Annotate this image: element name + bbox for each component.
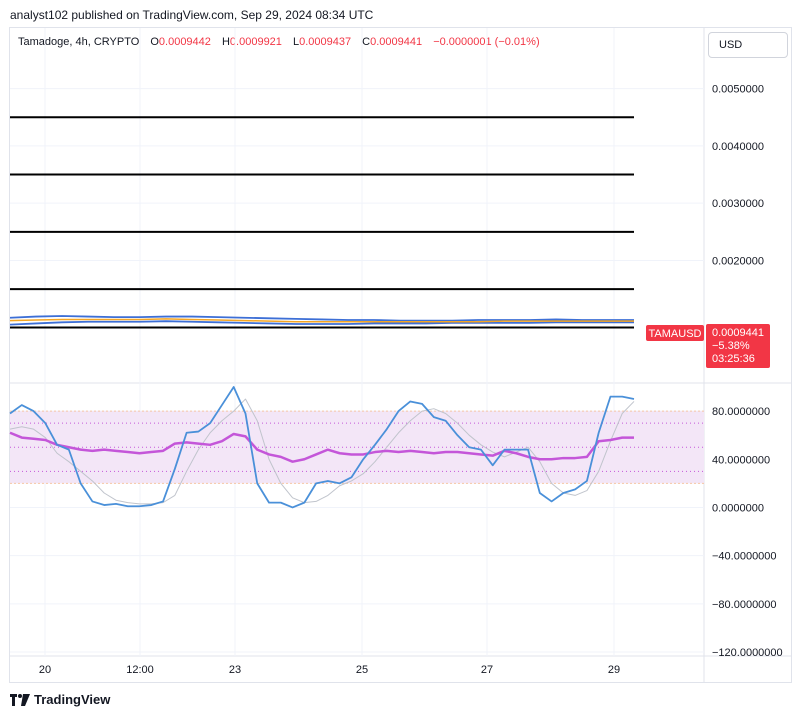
legend-high-value: 0.0009921: [229, 36, 282, 48]
legend-open-value: 0.0009442: [158, 36, 211, 48]
legend-symbol: Tamadoge, 4h, CRYPTO: [18, 36, 140, 48]
footer-brand-text: TradingView: [34, 692, 111, 707]
publisher-line: analyst102 published on TradingView.com,…: [10, 8, 374, 22]
ohlc-legend: Tamadoge, 4h, CRYPTO O0.0009442 H0.00099…: [18, 36, 540, 48]
legend-change: −0.0000001 (−0.01%): [433, 36, 540, 48]
chart-frame: [9, 27, 792, 683]
currency-selector[interactable]: USD: [708, 32, 788, 58]
tradingview-logo-icon: [10, 693, 30, 706]
legend-close-label: C: [362, 36, 371, 48]
legend-low-value: 0.0009437: [299, 36, 352, 48]
footer-brand[interactable]: TradingView: [10, 692, 110, 707]
legend-close-value: 0.0009441: [370, 36, 423, 48]
legend-open-label: O: [150, 36, 159, 48]
legend-low-label: L: [292, 36, 300, 48]
legend-high-label: H: [221, 36, 230, 48]
